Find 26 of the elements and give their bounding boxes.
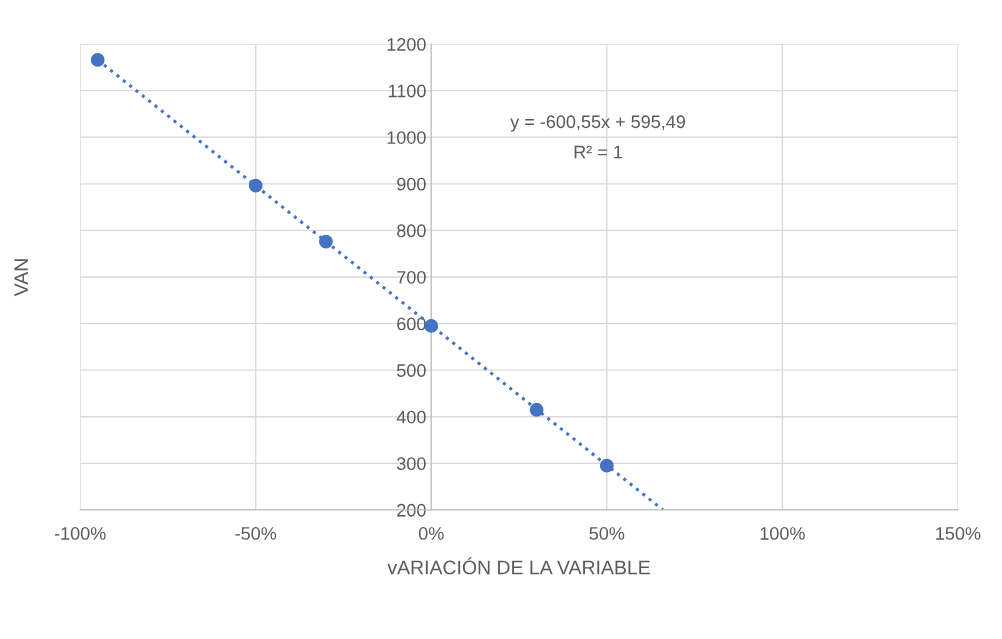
y-tick-label: 800 bbox=[397, 224, 426, 238]
point bbox=[529, 402, 544, 417]
y-tick-label: 1200 bbox=[387, 38, 426, 51]
point bbox=[248, 178, 263, 193]
y-tick-label: 700 bbox=[397, 270, 426, 284]
y-tick-label: 600 bbox=[397, 317, 426, 331]
x-tick-label: -50% bbox=[235, 527, 277, 540]
point bbox=[90, 53, 105, 67]
x-tick-label: 0% bbox=[418, 527, 444, 540]
annotation: y = -600,55x + 595,49 bbox=[510, 115, 686, 132]
y-axis-title: VAN bbox=[14, 259, 28, 297]
y-tick-label: 500 bbox=[397, 364, 426, 377]
x-axis-title: vARIACIÓN DE LA VARIABLE bbox=[387, 557, 650, 575]
y-tick-label: 300 bbox=[396, 457, 426, 471]
y-tick-label: 400 bbox=[396, 410, 426, 424]
y-tick-label: 200 bbox=[397, 503, 426, 517]
x-tick-label: 150% bbox=[936, 527, 981, 540]
point bbox=[319, 234, 333, 249]
y-tick-label: 900 bbox=[397, 177, 426, 191]
y-tick-label: 1100 bbox=[388, 84, 426, 98]
annotation: R² = 1 bbox=[574, 145, 622, 159]
x-tick-label: -100% bbox=[54, 527, 106, 540]
point bbox=[599, 458, 614, 473]
y-tick-label: 1000 bbox=[387, 131, 426, 144]
x-tick-label: 50% bbox=[589, 527, 625, 540]
x-tick-label: 100% bbox=[760, 527, 805, 540]
